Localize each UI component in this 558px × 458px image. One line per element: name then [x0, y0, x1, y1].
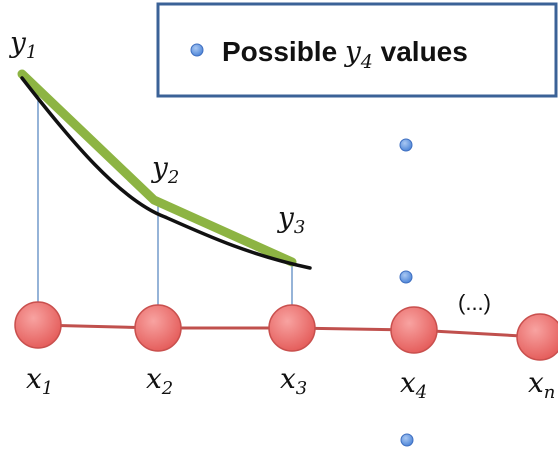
- y4-dot-3: [400, 433, 414, 447]
- legend-var: y: [343, 35, 362, 68]
- legend-dot-icon: [190, 43, 204, 57]
- node-x3: [268, 304, 316, 352]
- black-curve: [20, 76, 312, 270]
- legend-box: [156, 2, 558, 98]
- legend: Possible y4 values: [156, 2, 558, 98]
- legend-suffix: values: [373, 36, 468, 67]
- green-curve: [17, 69, 297, 267]
- label-y3: y3: [276, 201, 305, 238]
- label-x3: x3: [280, 362, 307, 399]
- legend-prefix: Possible: [222, 36, 345, 67]
- label-y2: y2: [150, 151, 179, 188]
- y4-dot-1: [399, 138, 413, 152]
- label-y1: y1: [8, 26, 37, 63]
- node-x2: [134, 304, 182, 352]
- label-xn: xn: [528, 366, 555, 403]
- ellipsis-label: (...): [458, 290, 491, 315]
- label-x4: x4: [400, 366, 427, 403]
- label-x1: x1: [26, 362, 53, 399]
- node-xn: [516, 313, 558, 361]
- y4-dot-2: [399, 270, 413, 284]
- label-x2: x2: [146, 362, 173, 399]
- node-x1: [14, 301, 62, 349]
- node-x4: [390, 306, 438, 354]
- legend-label: Possible y4 values: [222, 35, 468, 73]
- legend-sub: 4: [360, 51, 373, 73]
